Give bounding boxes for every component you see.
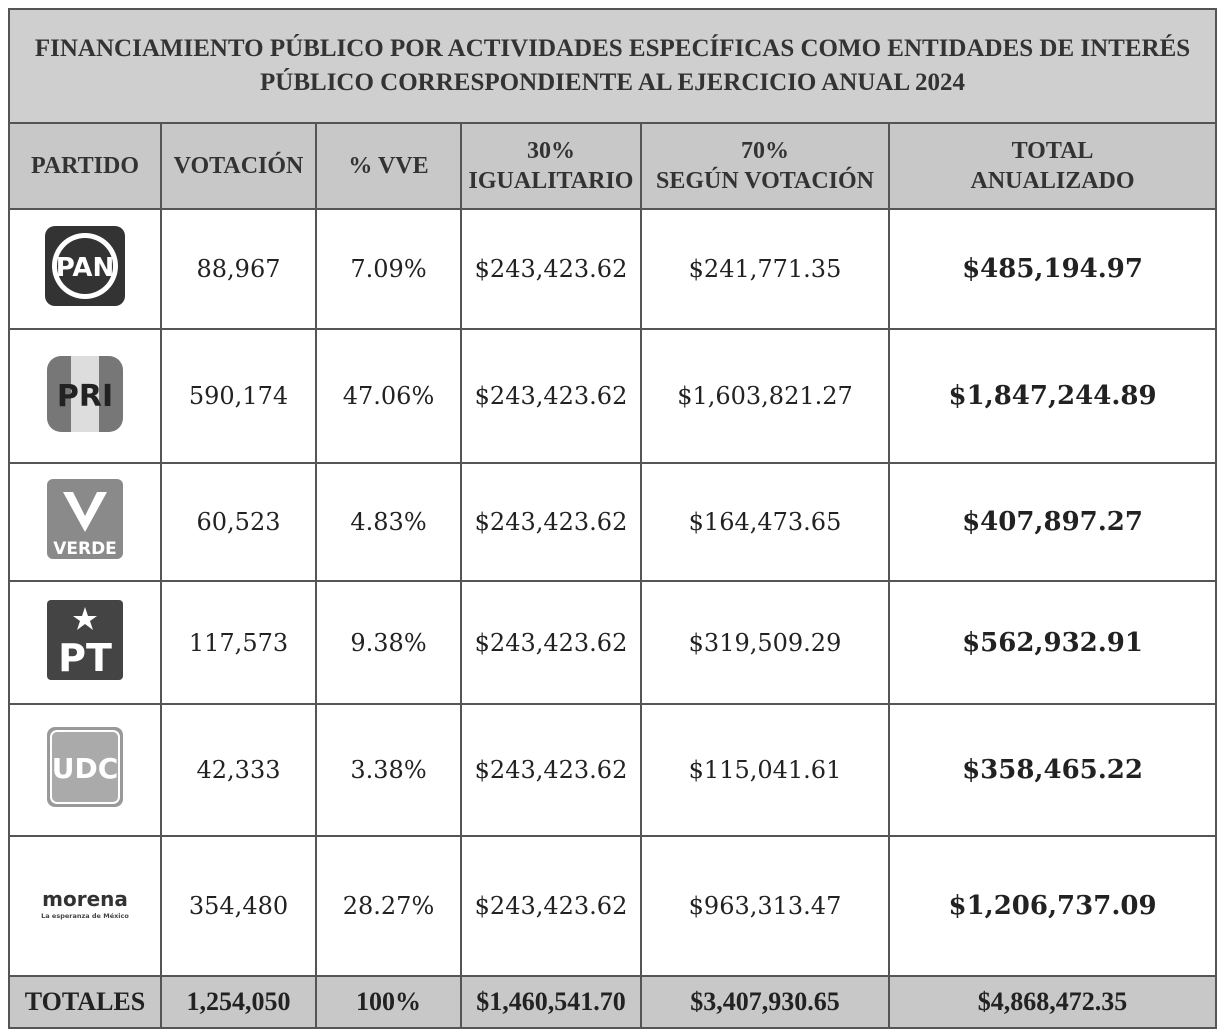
logo-text: morena <box>42 887 128 911</box>
header-line: ANUALIZADO <box>970 168 1135 194</box>
value-cell: $963,313.47 <box>640 835 890 977</box>
value-cell: $241,771.35 <box>640 208 890 330</box>
total-cell: TOTALES <box>8 975 162 1029</box>
title-line: PÚBLICO CORRESPONDIENTE AL EJERCICIO ANU… <box>260 69 966 96</box>
header-line: 70% <box>741 138 789 164</box>
total-cell: 100% <box>315 975 462 1029</box>
totals-row: TOTALES 1,254,050 100% $1,460,541.70 $3,407,… <box>8 975 1218 1029</box>
value-cell: $562,932.91 <box>887 580 1218 705</box>
header-cell: 70% SEGÚN VOTACIÓN <box>640 122 890 210</box>
party-logo: PRI <box>47 356 123 432</box>
party-row: PAN 88,967 7.09% $243,423.62 $241,771.35 $485… <box>8 208 1218 330</box>
header-line: 30% <box>527 138 575 164</box>
value-cell: $243,423.62 <box>460 703 642 837</box>
value-cell: $243,423.62 <box>460 208 642 330</box>
value-cell: 590,174 <box>160 328 317 464</box>
logo-v <box>63 492 107 532</box>
party-cell: morena La esperanza de México <box>8 835 162 977</box>
value-cell: $485,194.97 <box>887 208 1218 330</box>
header-line: % VVE <box>348 153 429 179</box>
value-cell: 4.83% <box>315 462 462 582</box>
party-cell: PAN <box>8 208 162 330</box>
header-cell: PARTIDO <box>8 122 162 210</box>
party-row: PT 117,573 9.38% $243,423.62 $319,509.29 $562… <box>8 580 1218 705</box>
value-cell: 88,967 <box>160 208 317 330</box>
title: FINANCIAMIENTO PÚBLICO POR ACTIVIDADES E… <box>7 8 1218 124</box>
logo-text: La esperanza de México <box>41 912 129 920</box>
logo-bg <box>71 356 99 432</box>
value-cell: 9.38% <box>315 580 462 705</box>
title-line: FINANCIAMIENTO PÚBLICO POR ACTIVIDADES E… <box>34 35 1191 62</box>
value-cell: 117,573 <box>160 580 317 705</box>
party-logo: PT <box>47 599 123 680</box>
value-cell: $407,897.27 <box>887 462 1218 582</box>
party-row: PRI 590,174 47.06% $243,423.62 $1,603,821.27… <box>8 328 1218 464</box>
value-cell: $164,473.65 <box>640 462 890 582</box>
header-cell: 30% IGUALITARIO <box>460 122 642 210</box>
value-cell: $115,041.61 <box>640 703 890 837</box>
party-logo: VERDE <box>47 479 123 559</box>
value-cell: $243,423.62 <box>460 462 642 582</box>
value-cell: $1,603,821.27 <box>640 328 890 464</box>
header-cell: TOTAL ANUALIZADO <box>887 122 1218 210</box>
value-cell: $319,509.29 <box>640 580 890 705</box>
total-cell: $3,407,930.65 <box>640 975 890 1029</box>
total-cell: $4,868,472.35 <box>887 975 1218 1029</box>
value-cell: $358,465.22 <box>887 703 1218 837</box>
title-row: FINANCIAMIENTO PÚBLICO POR ACTIVIDADES E… <box>7 8 1218 124</box>
party-cell: PT <box>8 580 162 705</box>
value-cell: 42,333 <box>160 703 317 837</box>
party-cell: UDC <box>8 703 162 837</box>
party-cell: PRI <box>8 328 162 464</box>
value-cell: 3.38% <box>315 703 462 837</box>
header-cell: % VVE <box>315 122 462 210</box>
logo-text: PAN <box>56 253 115 283</box>
header-cell: VOTACIÓN <box>160 122 317 210</box>
value-cell: 354,480 <box>160 835 317 977</box>
logo-text: PT <box>58 636 112 680</box>
party-row: UDC 42,333 3.38% $243,423.62 $115,041.61 $358… <box>8 703 1218 837</box>
party-logo: PAN <box>45 226 125 306</box>
party-row: VERDE 60,523 4.83% $243,423.62 $164,473.65 $4… <box>8 462 1218 582</box>
party-cell: VERDE <box>8 462 162 582</box>
value-cell: $243,423.62 <box>460 328 642 464</box>
logo-text: PRI <box>57 379 113 414</box>
header-line: VOTACIÓN <box>173 153 304 179</box>
logo-ring <box>57 238 113 294</box>
header-line: TOTAL <box>1011 138 1094 164</box>
header-line: IGUALITARIO <box>468 168 634 194</box>
financing-table: FINANCIAMIENTO PÚBLICO POR ACTIVIDADES E… <box>7 8 1218 1029</box>
logo-star <box>73 606 97 630</box>
value-cell: $243,423.62 <box>460 835 642 977</box>
logo-bg <box>50 730 120 804</box>
value-cell: 7.09% <box>315 208 462 330</box>
header-line: SEGÚN VOTACIÓN <box>655 168 874 194</box>
value-cell: 28.27% <box>315 835 462 977</box>
party-row: morena La esperanza de México 354,480 28.27… <box>8 835 1218 977</box>
total-cell: 1,254,050 <box>160 975 317 1029</box>
value-cell: 47.06% <box>315 328 462 464</box>
party-logo: UDC <box>47 727 123 807</box>
header-row: PARTIDO VOTACIÓN % VVE 30% IGUALITARIO 70% SEG… <box>8 122 1218 210</box>
value-cell: $1,847,244.89 <box>887 328 1218 464</box>
header-line: PARTIDO <box>30 153 140 179</box>
logo-text: VERDE <box>53 539 117 559</box>
logo-text: UDC <box>52 752 119 785</box>
logo-bg <box>47 599 123 680</box>
value-cell: $1,206,737.09 <box>887 835 1218 977</box>
value-cell: $243,423.62 <box>460 580 642 705</box>
value-cell: 60,523 <box>160 462 317 582</box>
total-cell: $1,460,541.70 <box>460 975 642 1029</box>
